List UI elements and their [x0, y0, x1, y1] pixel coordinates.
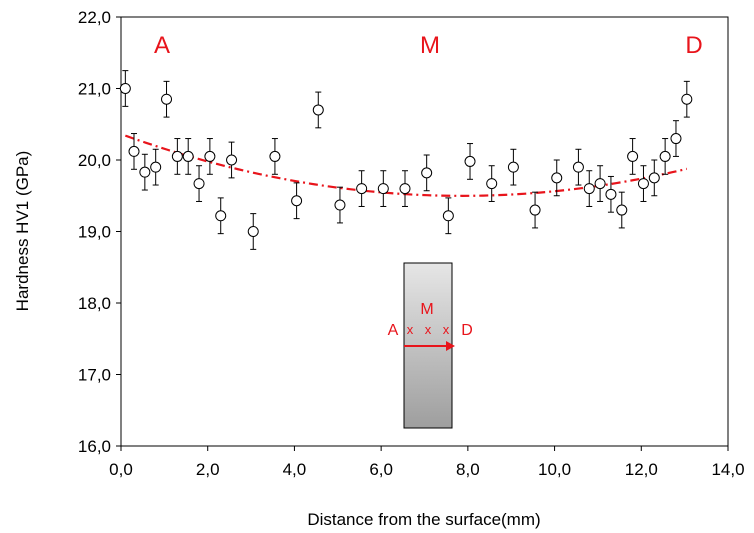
inset-mark-a: x — [407, 322, 414, 337]
data-point — [399, 183, 411, 195]
data-point — [269, 150, 281, 162]
data-point — [119, 83, 131, 94]
data-point — [204, 150, 216, 162]
x-tick-label: 10,0 — [538, 460, 571, 479]
region-label-a: A — [154, 32, 170, 59]
data-point — [659, 150, 671, 162]
y-tick-label: 22,0 — [78, 8, 111, 27]
data-point — [583, 183, 595, 195]
x-tick-label: 2,0 — [196, 460, 220, 479]
data-point — [681, 93, 693, 105]
data-point — [627, 150, 639, 162]
data-point — [551, 172, 563, 184]
y-tick-label: 17,0 — [78, 366, 111, 385]
x-axis-title: Distance from the surface(mm) — [307, 510, 540, 529]
inset-label-d: D — [461, 322, 473, 339]
data-point — [529, 204, 541, 216]
data-point — [171, 150, 183, 162]
data-point — [356, 183, 368, 195]
data-point — [464, 155, 476, 167]
data-point — [637, 178, 649, 190]
data-point — [605, 188, 617, 200]
sample-inset: M A D x x x — [388, 262, 473, 429]
x-tick-label: 12,0 — [625, 460, 658, 479]
data-point — [247, 226, 259, 237]
y-tick-label: 21,0 — [78, 80, 111, 99]
inset-label-m: M — [420, 301, 433, 318]
data-point — [486, 178, 498, 190]
y-tick-label: 18,0 — [78, 294, 111, 313]
inset-label-a: A — [388, 322, 399, 339]
region-label-m: M — [420, 32, 440, 59]
region-label-d: D — [685, 32, 702, 59]
inset-mark-d: x — [443, 322, 450, 337]
inset-arrow-head — [446, 341, 455, 351]
x-tick-label: 0,0 — [109, 460, 133, 479]
data-point — [507, 161, 519, 173]
x-tick-label: 14,0 — [711, 460, 744, 479]
data-point — [442, 210, 454, 222]
data-point — [594, 178, 606, 190]
data-point — [377, 183, 389, 195]
data-point — [334, 199, 346, 211]
data-point — [226, 154, 238, 166]
y-axis-title: Hardness HV1 (GPa) — [13, 151, 32, 312]
y-tick-label: 16,0 — [78, 437, 111, 456]
data-point — [215, 210, 227, 222]
data-point — [670, 133, 682, 145]
data-point — [182, 150, 194, 162]
data-point — [161, 93, 173, 105]
data-point — [291, 195, 303, 207]
x-tick-label: 8,0 — [456, 460, 480, 479]
data-point — [193, 178, 205, 190]
data-point — [139, 166, 151, 178]
y-tick-label: 19,0 — [78, 223, 111, 242]
data-points — [119, 83, 693, 237]
data-point — [150, 161, 162, 173]
inset-mark-m: x — [425, 322, 432, 337]
y-tick-label: 20,0 — [78, 151, 111, 170]
data-point — [616, 204, 628, 216]
x-tick-label: 6,0 — [369, 460, 393, 479]
data-point — [421, 167, 433, 179]
x-tick-label: 4,0 — [283, 460, 307, 479]
data-point — [312, 104, 324, 116]
data-point — [648, 172, 660, 184]
y-axis-ticks: 16,0 17,0 18,0 19,0 20,0 21,0 22,0 — [78, 8, 121, 456]
x-axis-ticks: 0,0 2,0 4,0 6,0 8,0 10,0 12,0 14,0 — [109, 446, 745, 479]
data-point — [128, 145, 140, 157]
data-point — [572, 161, 584, 173]
